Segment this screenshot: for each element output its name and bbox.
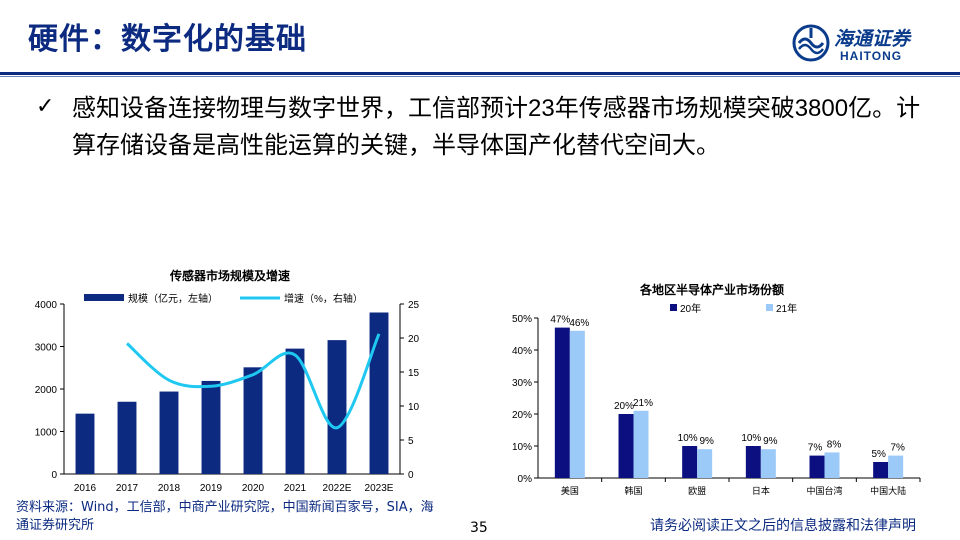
chart2-bar-美国-20年 (554, 327, 570, 478)
chart1-bars (75, 312, 389, 474)
chart2-bar-中国大陆-21年 (888, 455, 904, 478)
chart2-bar-韩国-20年 (618, 414, 634, 478)
chart1-x-tick-label: 2023E (365, 483, 394, 494)
chart2-legend-swatch-1 (670, 304, 677, 311)
haitong-logo-icon (792, 24, 830, 62)
chart2-data-label: 7% (890, 443, 905, 454)
chart1-left-tick-label: 2000 (35, 385, 58, 396)
chart1-right-tick-label: 15 (408, 368, 420, 379)
chart1-right-tick-label: 10 (408, 402, 420, 413)
chart1-title: 传感器市场规模及增速 (169, 268, 290, 283)
chart1-bar-2016 (75, 413, 95, 474)
source-note: 资料来源：Wind，工信部，中商产业研究院，中国新闻百家号，SIA，海通证券研究… (16, 500, 434, 533)
chart2-data-label: 10% (678, 433, 698, 444)
chart2-bar-中国台湾-21年 (824, 452, 840, 478)
chart2-data-label: 46% (569, 318, 589, 329)
chart2-data-label: 7% (808, 443, 823, 454)
sensor-market-chart: 传感器市场规模及增速 规模（亿元，左轴） 增速（%，右轴） 0 1000 2000 3… (35, 268, 420, 494)
chart1-ticks: 0 1000 2000 3000 4000 0 5 10 15 20 25 2016 2017 2018 2… (35, 300, 420, 494)
chart1-x-tick-label: 2017 (116, 483, 139, 494)
chart2-x-tick-label: 欧盟 (688, 485, 706, 496)
chart2-y-tick-label: 50% (512, 314, 532, 325)
chart2-x-tick-label: 中国台湾 (806, 485, 842, 496)
chart1-right-tick-label: 20 (408, 334, 420, 345)
chart2-bar-韩国-21年 (633, 410, 649, 478)
chart1-growth-series-line (125, 333, 381, 430)
chart1-legend-line-label: 增速（%，右轴） (284, 292, 363, 305)
chart1-left-tick-label: 4000 (35, 300, 58, 311)
disclaimer-link[interactable]: 请务必阅读正文之后的信息披露和法律声明 (650, 518, 916, 534)
chart2-y-tick-label: 40% (512, 346, 532, 357)
chart2-bar-日本-21年 (760, 449, 776, 478)
chart1-bar-2021 (285, 348, 305, 474)
chart1-right-tick-label: 0 (408, 470, 414, 481)
chart2-y-tick-label: 10% (512, 442, 532, 453)
chart1-x-tick-label: 2019 (200, 483, 223, 494)
chart1-legend: 规模（亿元，左轴） 增速（%，右轴） (84, 292, 363, 305)
chart2-data-label: 10% (741, 433, 761, 444)
chart2-legend-swatch-2 (766, 304, 773, 311)
logo-text-cn: 海通证券 (834, 28, 911, 50)
chart2-bar-欧盟-20年 (682, 446, 698, 478)
semiconductor-share-chart: 各地区半导体产业市场份额 20年 21年 0% 10% 20% 30% 40% 50% 47… (512, 282, 921, 496)
page-number: 35 (470, 520, 488, 536)
chart1-x-tick-label: 2022E (323, 483, 352, 494)
chart2-title: 各地区半导体产业市场份额 (639, 282, 784, 297)
chart1-legend-bar-label: 规模（亿元，左轴） (128, 292, 218, 305)
chart2-data-label: 20% (614, 401, 634, 412)
chart2-legend-label-1: 20年 (680, 302, 701, 315)
chart2-bars (554, 327, 904, 478)
chart2-legend: 20年 21年 (670, 302, 797, 315)
chart1-left-tick-label: 1000 (35, 428, 58, 439)
chart1-bar-2020 (243, 367, 263, 474)
chart2-y-tick-label: 30% (512, 378, 532, 389)
chart1-right-tick-label: 5 (408, 436, 414, 447)
chart2-bar-欧盟-21年 (697, 449, 713, 478)
chart1-x-tick-label: 2020 (242, 483, 265, 494)
chart2-bar-美国-21年 (569, 330, 585, 478)
chart1-left-tick-label: 0 (51, 470, 57, 481)
header-divider-thin (0, 76, 960, 77)
chart2-data-label: 9% (699, 436, 714, 447)
chart2-data-label: 5% (871, 449, 886, 460)
chart2-bar-中国台湾-20年 (809, 455, 825, 478)
check-icon: ✓ (36, 94, 55, 119)
chart1-axes (63, 304, 401, 475)
chart2-x-tick-label: 韩国 (624, 485, 642, 496)
chart1-bar-2017 (117, 401, 137, 474)
chart2-y-tick-label: 0% (518, 474, 533, 485)
chart1-bar-2018 (159, 391, 179, 474)
chart2-x-tick-label: 中国大陆 (870, 485, 906, 496)
chart1-x-tick-label: 2016 (74, 483, 97, 494)
chart1-right-tick-label: 25 (408, 300, 420, 311)
chart2-x-tick-label: 美国 (561, 485, 579, 496)
chart1-left-tick-label: 3000 (35, 343, 58, 354)
header-divider (0, 72, 960, 75)
company-logo: 海通证券 HAITONG (792, 22, 932, 66)
chart2-bar-中国大陆-20年 (873, 462, 889, 478)
chart2-x-tick-label: 日本 (752, 485, 770, 496)
page-title: 硬件：数字化的基础 (28, 22, 307, 57)
chart2-axes (537, 318, 920, 479)
chart1-legend-bar-swatch (84, 294, 124, 301)
chart2-data-label: 21% (633, 398, 653, 409)
chart2-legend-label-2: 21年 (776, 302, 797, 315)
bullet-text: 感知设备连接物理与数字世界，工信部预计23年传感器市场规模突破3800亿。计算存… (72, 95, 921, 159)
chart2-bar-日本-20年 (745, 446, 761, 478)
chart1-growth-line (125, 333, 381, 430)
chart1-x-tick-label: 2018 (158, 483, 181, 494)
chart2-data-label: 8% (827, 439, 842, 450)
chart2-y-tick-label: 20% (512, 410, 532, 421)
chart2-data-label: 47% (550, 315, 570, 326)
chart1-bar-2019 (201, 380, 221, 474)
chart1-bar-2022E (327, 340, 347, 474)
logo-text-en: HAITONG (840, 49, 903, 63)
chart1-x-tick-label: 2021 (284, 483, 307, 494)
chart2-data-label: 9% (763, 436, 778, 447)
chart1-bar-2023E (369, 312, 389, 474)
